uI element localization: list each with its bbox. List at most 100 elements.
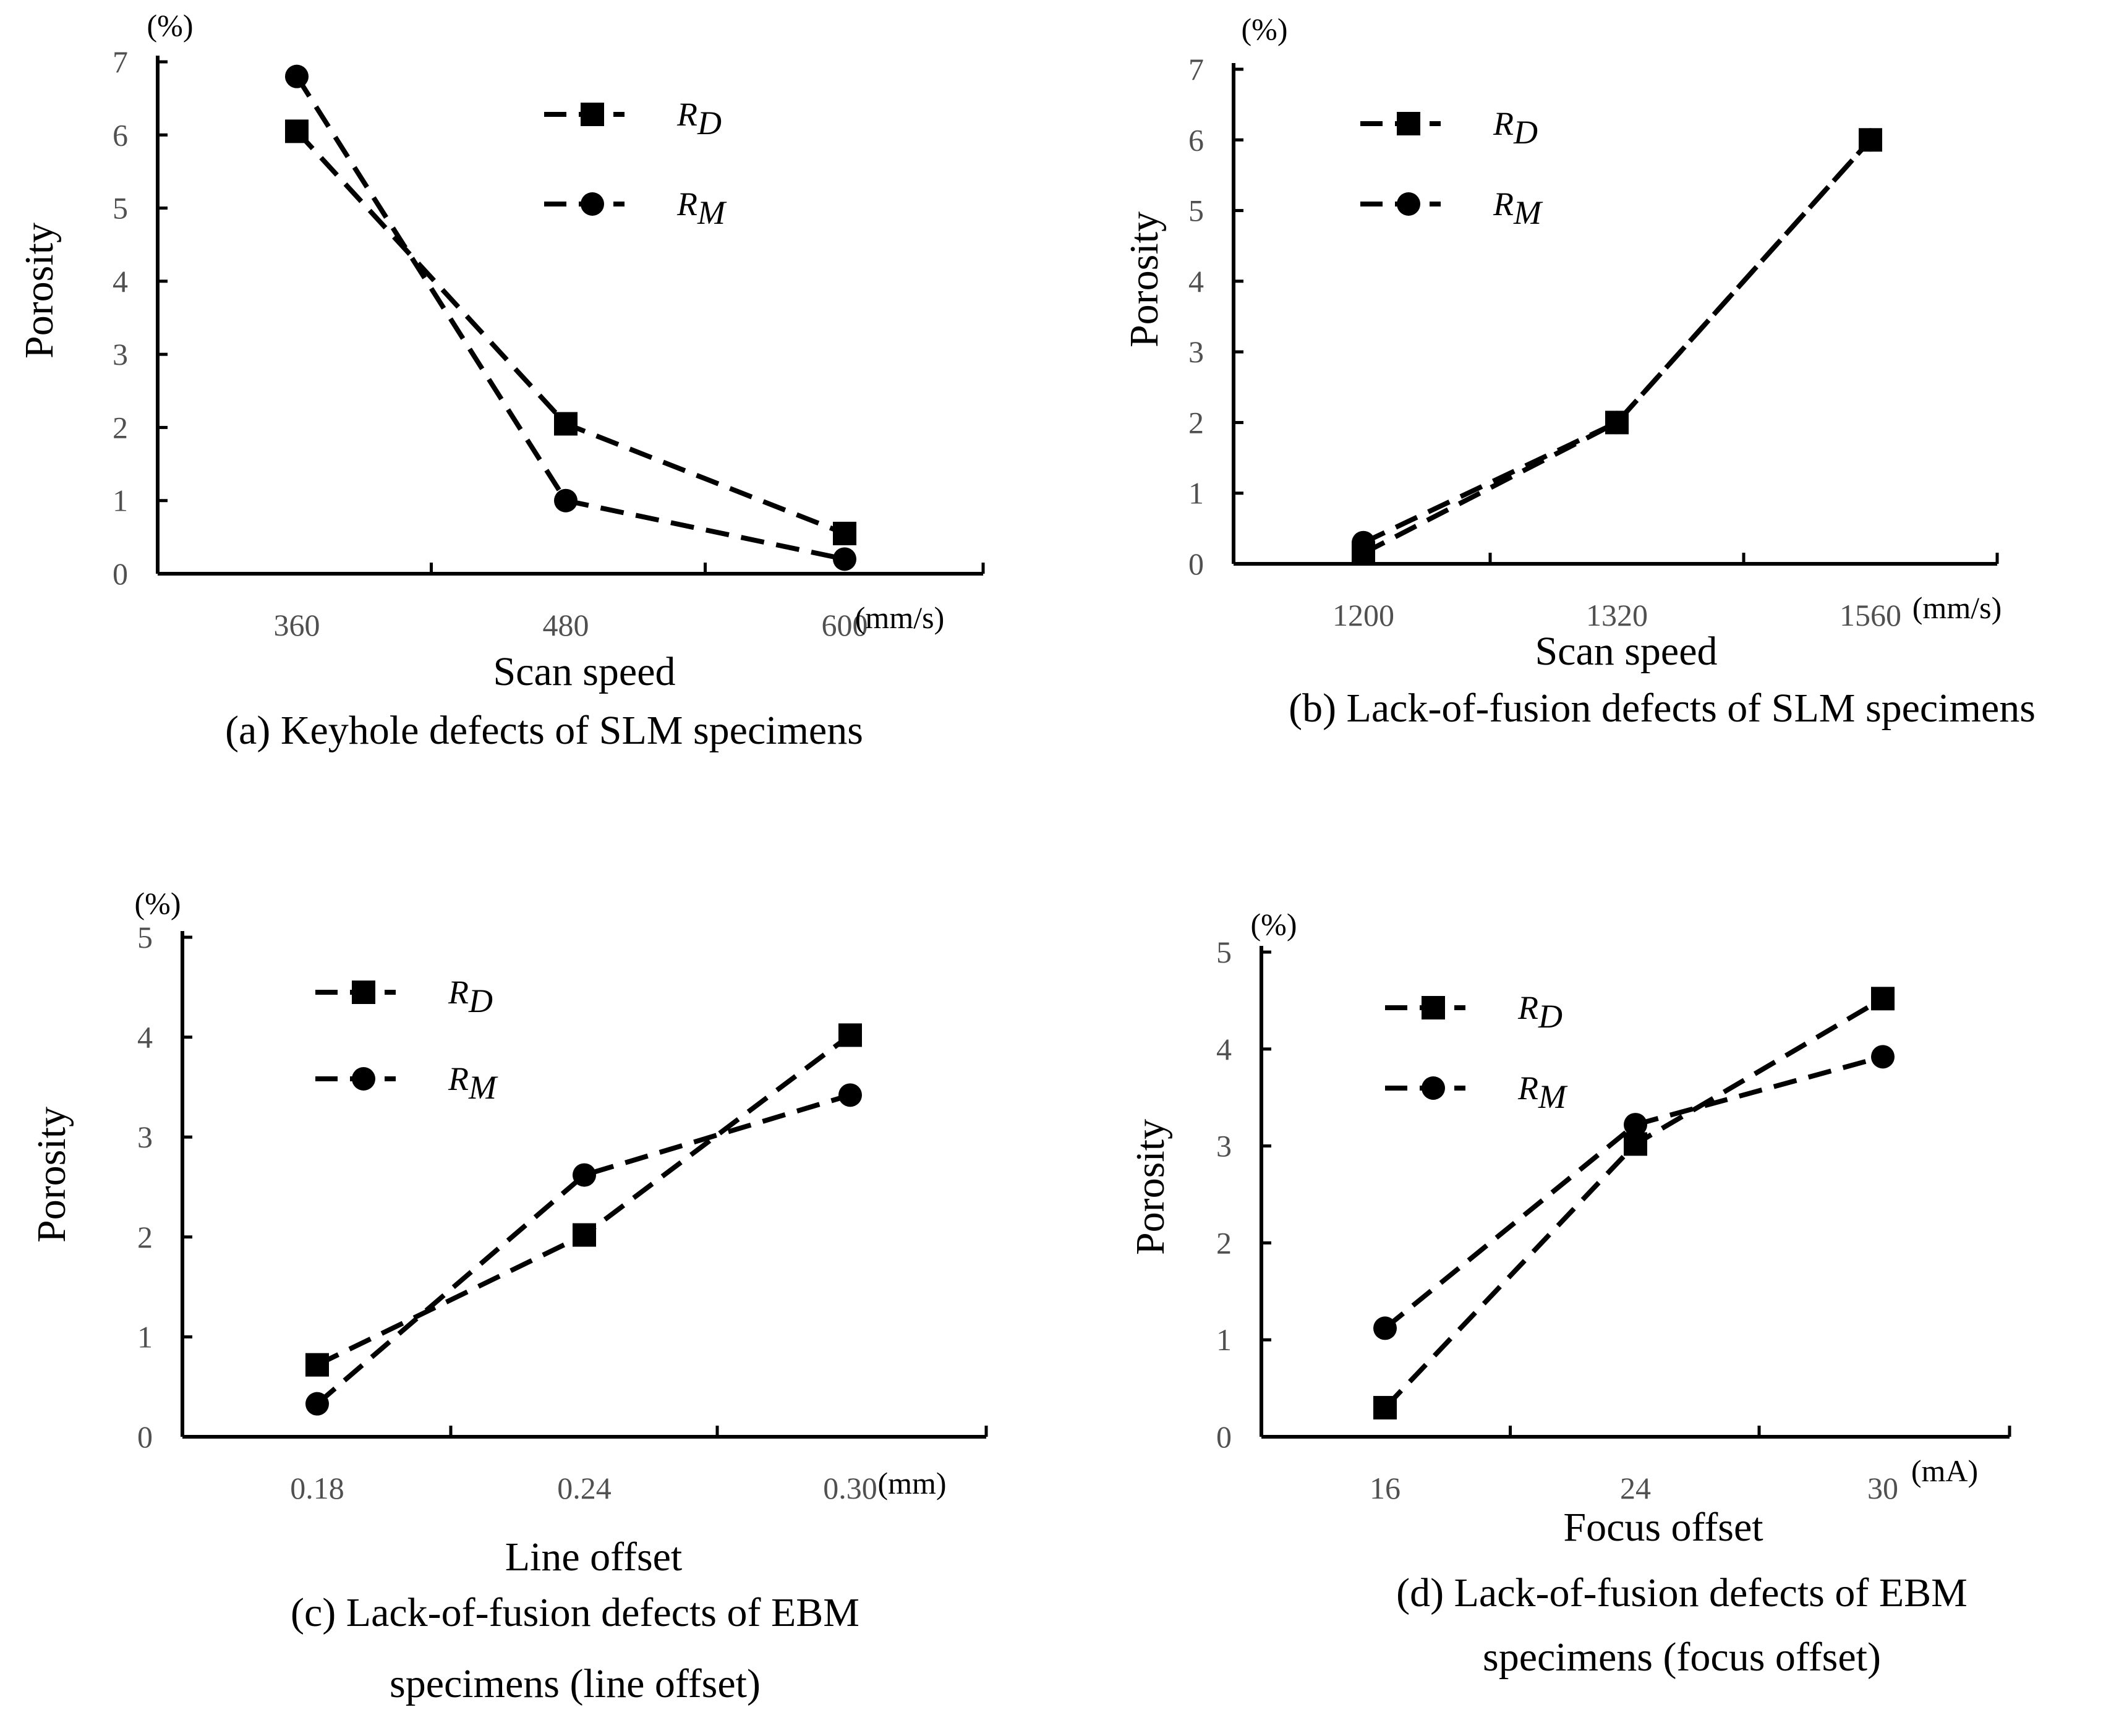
y-tick-label: 4 bbox=[137, 1020, 153, 1055]
data-point-rd bbox=[1871, 987, 1895, 1011]
y-tick-label: 5 bbox=[1216, 935, 1232, 969]
series-line-rd bbox=[1362, 138, 1872, 556]
data-point-rm bbox=[1352, 530, 1375, 555]
x-tick-label: 1320 bbox=[1586, 598, 1648, 632]
x-unit-label: (mm/s) bbox=[855, 600, 944, 635]
data-point-rm bbox=[1373, 1316, 1397, 1340]
x-tick-label: 1560 bbox=[1840, 598, 1901, 632]
legend-label: RM bbox=[676, 185, 727, 231]
data-point-rd bbox=[554, 412, 578, 436]
x-axis-title: Scan speed bbox=[1535, 629, 1717, 674]
y-tick-label: 1 bbox=[1188, 476, 1204, 511]
y-unit-label: (%) bbox=[1251, 907, 1297, 942]
x-unit-label: (mm/s) bbox=[1912, 590, 2002, 625]
y-tick-label: 2 bbox=[113, 410, 128, 445]
x-tick-label: 0.18 bbox=[290, 1471, 344, 1505]
x-tick-label: 0.30 bbox=[823, 1471, 877, 1505]
series-line-rm bbox=[1362, 138, 1872, 545]
x-tick-label: 24 bbox=[1620, 1471, 1651, 1505]
y-tick-label: 5 bbox=[1188, 194, 1204, 228]
chart-caption: (c) Lack-of-fusion defects of EBM bbox=[291, 1590, 859, 1635]
data-point-rd bbox=[833, 521, 856, 545]
legend-label: RD bbox=[448, 974, 493, 1019]
chart-b: 0 1 2 3 4 5 6 7 1200 1320 1560 (%) (mm/s) Porosity Sca… bbox=[1122, 12, 2036, 731]
legend-marker bbox=[581, 103, 604, 126]
y-tick-label: 4 bbox=[1216, 1032, 1232, 1066]
x-tick-label: 30 bbox=[1867, 1471, 1898, 1505]
y-tick-label: 0 bbox=[1216, 1419, 1232, 1454]
series-line-rm bbox=[315, 1092, 851, 1406]
chart-d: 0 1 2 3 4 5 16 24 30 (%) (mA) Porosity Focus offset (… bbox=[1128, 907, 2011, 1680]
y-axis-title: Porosity bbox=[17, 223, 62, 359]
data-point-rm bbox=[1859, 128, 1882, 152]
x-unit-label: (mm) bbox=[877, 1466, 946, 1500]
y-tick-label: 4 bbox=[113, 264, 128, 299]
legend-label: RD bbox=[1517, 989, 1563, 1035]
data-point-rm bbox=[285, 64, 309, 88]
x-axis-title: Focus offset bbox=[1563, 1505, 1763, 1550]
data-point-rm bbox=[573, 1163, 596, 1187]
legend-label: RD bbox=[676, 96, 722, 142]
x-tick-label: 600 bbox=[822, 608, 868, 642]
x-tick-label: 16 bbox=[1370, 1471, 1401, 1505]
data-point-rd bbox=[285, 119, 309, 143]
data-point-rm bbox=[838, 1083, 862, 1107]
series-line-rm bbox=[294, 75, 845, 562]
y-axis-title: Porosity bbox=[29, 1107, 74, 1243]
y-tick-label: 2 bbox=[137, 1220, 153, 1254]
legend-marker bbox=[1422, 996, 1445, 1019]
series-line-rd bbox=[316, 1033, 852, 1368]
x-tick-label: 360 bbox=[274, 608, 320, 642]
y-tick-label: 6 bbox=[1188, 122, 1204, 157]
data-point-rm bbox=[1624, 1113, 1647, 1137]
chart-caption: (b) Lack-of-fusion defects of SLM specim… bbox=[1289, 686, 2036, 731]
data-point-rd bbox=[838, 1023, 862, 1047]
legend-label: RM bbox=[448, 1060, 498, 1106]
x-tick-label: 0.24 bbox=[557, 1471, 612, 1505]
data-point-rm bbox=[833, 547, 856, 571]
y-tick-label: 1 bbox=[113, 483, 128, 518]
y-axis-title: Porosity bbox=[1128, 1119, 1173, 1255]
legend-marker bbox=[1397, 112, 1420, 135]
y-tick-label: 6 bbox=[113, 117, 128, 152]
chart-caption: (d) Lack-of-fusion defects of EBM bbox=[1396, 1570, 1968, 1615]
y-unit-label: (%) bbox=[1242, 12, 1288, 46]
legend-marker bbox=[1397, 192, 1420, 216]
data-point-rm bbox=[1605, 411, 1629, 435]
series-line-rd bbox=[295, 129, 846, 536]
y-tick-label: 2 bbox=[1188, 405, 1204, 440]
legend-marker bbox=[352, 1067, 375, 1091]
chart-caption: specimens (focus offset) bbox=[1483, 1635, 1881, 1680]
data-point-rd bbox=[305, 1353, 329, 1377]
x-tick-label: 1200 bbox=[1332, 598, 1394, 632]
chart-a: 0 1 2 3 4 5 6 7 360 480 600 (%) (mm/s) Porosity Scan s… bbox=[17, 8, 985, 753]
y-unit-label: (%) bbox=[147, 8, 194, 43]
data-point-rm bbox=[554, 488, 578, 513]
x-tick-label: 480 bbox=[543, 608, 589, 642]
x-unit-label: (mA) bbox=[1911, 1453, 1978, 1488]
y-tick-label: 0 bbox=[137, 1419, 153, 1454]
data-point-rm bbox=[1871, 1045, 1895, 1069]
y-tick-label: 0 bbox=[113, 556, 128, 591]
y-unit-label: (%) bbox=[135, 886, 181, 921]
legend-marker bbox=[581, 192, 604, 216]
y-tick-label: 1 bbox=[137, 1319, 153, 1354]
series-line-rd bbox=[1383, 996, 1885, 1410]
x-axis-title: Scan speed bbox=[493, 649, 675, 694]
y-tick-label: 2 bbox=[1216, 1225, 1232, 1260]
chart-caption: (a) Keyhole defects of SLM specimens bbox=[225, 708, 863, 753]
chart-caption: specimens (line offset) bbox=[390, 1661, 761, 1706]
legend-marker bbox=[1422, 1076, 1445, 1100]
legend-label: RM bbox=[1517, 1070, 1568, 1115]
chart-c: 0 1 2 3 4 5 0.18 0.24 0.30 (%) (mm) Porosity Line of… bbox=[29, 886, 988, 1706]
y-tick-label: 1 bbox=[1216, 1322, 1232, 1357]
legend-label: RD bbox=[1493, 105, 1538, 151]
y-tick-label: 3 bbox=[1216, 1129, 1232, 1164]
y-tick-label: 4 bbox=[1188, 264, 1204, 299]
y-tick-label: 3 bbox=[1188, 334, 1204, 369]
y-tick-label: 5 bbox=[113, 191, 128, 226]
series-line-rm bbox=[1383, 1054, 1884, 1330]
y-axis-title: Porosity bbox=[1122, 211, 1167, 347]
y-tick-label: 0 bbox=[1188, 547, 1204, 581]
